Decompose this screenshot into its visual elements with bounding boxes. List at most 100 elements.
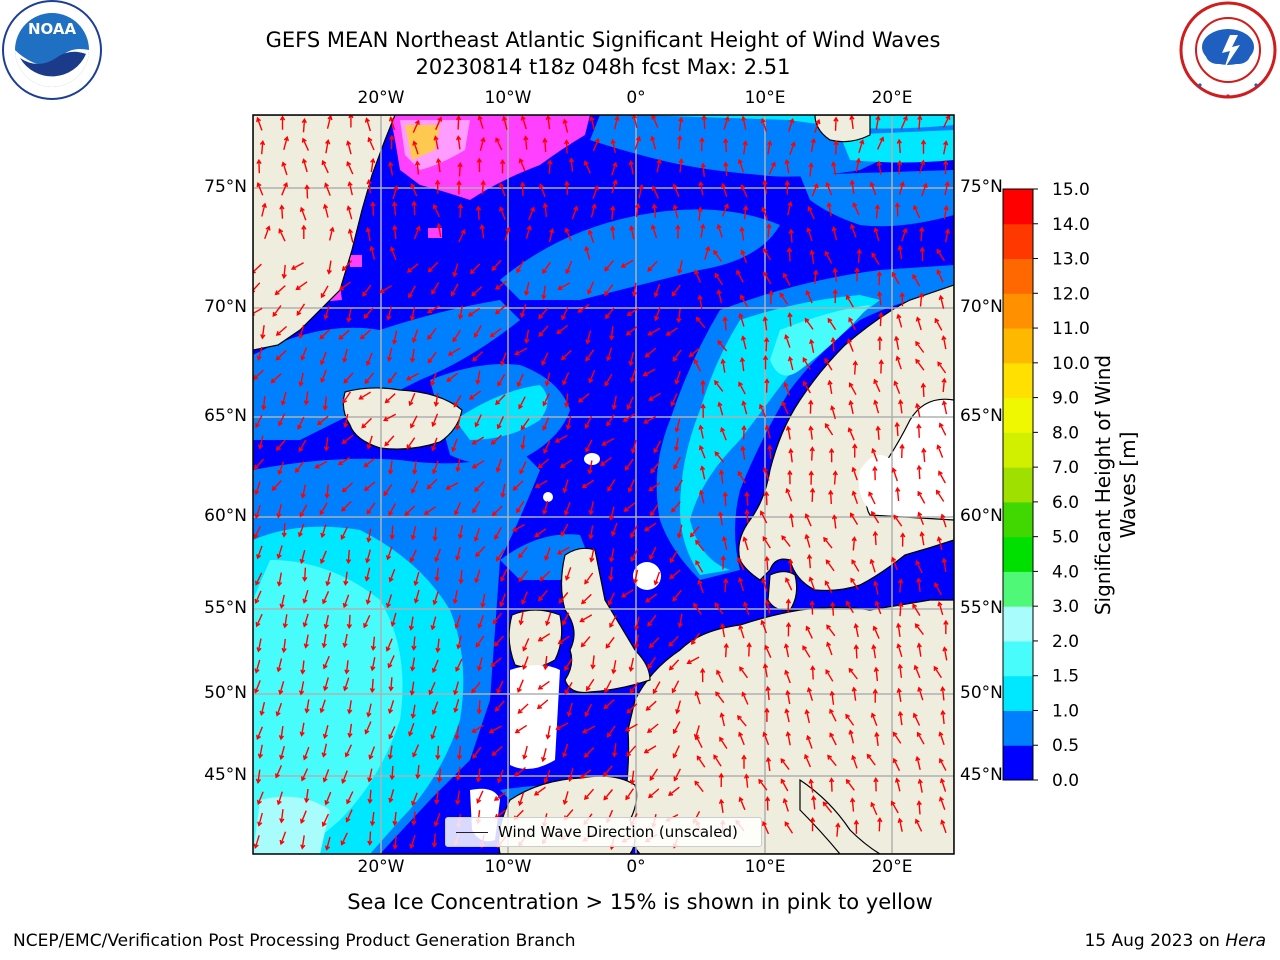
- wave-direction-arrow: [384, 393, 396, 404]
- colorbar-bin: [1003, 397, 1033, 433]
- wave-direction-arrow: [517, 703, 529, 714]
- wave-direction-arrow: [647, 614, 657, 627]
- wave-direction-arrow: [257, 812, 263, 827]
- wave-direction-arrow: [912, 712, 921, 726]
- wave-direction-arrow: [784, 669, 791, 684]
- wave-direction-arrow: [560, 523, 569, 537]
- wave-direction-arrow: [698, 424, 704, 439]
- wave-direction-arrow: [493, 635, 505, 647]
- wave-direction-arrow: [409, 348, 416, 364]
- wave-direction-arrow: [257, 744, 264, 759]
- wave-direction-arrow: [600, 456, 612, 466]
- wave-direction-arrow: [938, 422, 947, 436]
- wave-direction-arrow: [629, 368, 636, 383]
- wave-direction-arrow: [499, 206, 506, 220]
- wave-direction-arrow: [782, 797, 789, 812]
- wave-direction-arrow: [606, 347, 613, 362]
- wave-direction-arrow: [673, 768, 682, 782]
- wave-direction-arrow: [894, 335, 900, 350]
- wave-direction-arrow: [392, 224, 398, 240]
- wave-direction-arrow: [653, 283, 661, 298]
- wave-direction-arrow: [779, 292, 788, 305]
- wave-direction-arrow: [738, 796, 746, 811]
- wave-direction-arrow: [741, 691, 749, 705]
- wave-direction-arrow: [809, 600, 815, 615]
- wave-direction-arrow: [921, 182, 928, 197]
- wave-direction-arrow: [301, 158, 308, 173]
- wave-direction-arrow: [520, 115, 527, 130]
- wave-direction-arrow: [297, 523, 305, 538]
- wave-direction-arrow: [638, 184, 644, 199]
- wave-direction-arrow: [409, 306, 416, 322]
- wave-direction-arrow: [346, 614, 353, 630]
- wave-direction-arrow: [672, 204, 679, 219]
- colorbar-bin: [1003, 293, 1033, 329]
- wave-direction-arrow: [611, 395, 617, 410]
- wave-direction-arrow: [256, 116, 263, 131]
- wave-direction-arrow: [851, 754, 858, 769]
- colorbar-bin: [1003, 432, 1033, 468]
- wave-direction-arrow: [323, 677, 329, 692]
- wave-direction-arrow: [281, 638, 287, 654]
- wave-direction-arrow: [324, 182, 331, 196]
- wave-direction-arrow: [347, 181, 353, 196]
- wave-direction-arrow: [545, 612, 552, 627]
- wave-direction-arrow: [676, 524, 683, 539]
- sea-ice-region: [315, 115, 590, 302]
- colorbar-bin: [1003, 258, 1033, 294]
- wave-direction-arrow: [629, 225, 635, 240]
- wave-direction-arrow: [802, 357, 811, 370]
- wave-direction-arrow: [809, 487, 816, 502]
- wave-direction-arrow: [873, 580, 879, 595]
- wave-direction-arrow: [388, 503, 396, 517]
- wave-direction-arrow: [940, 819, 947, 834]
- wave-direction-arrow: [495, 137, 503, 151]
- wave-direction-arrow: [347, 228, 354, 243]
- wave-direction-arrow: [740, 445, 746, 460]
- wave-direction-arrow: [647, 327, 661, 336]
- wave-direction-arrow: [275, 702, 283, 717]
- wave-direction-arrow: [723, 137, 729, 153]
- wave-direction-arrow: [392, 835, 398, 850]
- wave-direction-arrow: [385, 594, 393, 609]
- colorbar-bin: [1003, 571, 1033, 607]
- wave-direction-arrow: [495, 458, 502, 473]
- wave-direction-arrow: [386, 306, 392, 321]
- wave-direction-arrow: [295, 281, 308, 291]
- wave-direction-arrow: [722, 491, 728, 506]
- wave-direction-arrow: [808, 576, 816, 591]
- wave-direction-arrow: [830, 336, 836, 352]
- wave-direction-arrow: [720, 555, 726, 570]
- wave-direction-arrow: [721, 182, 728, 197]
- wave-direction-arrow: [363, 615, 371, 629]
- wave-direction-arrow: [316, 415, 329, 426]
- colorbar-tick-label: 15.0: [1052, 180, 1090, 200]
- wave-direction-arrow: [811, 182, 819, 197]
- wave-direction-arrow: [587, 229, 595, 244]
- wave-direction-arrow: [589, 115, 595, 130]
- wave-direction-arrow: [765, 685, 771, 701]
- chart-title: GEFS MEAN Northeast Atlantic Significant…: [265, 28, 941, 52]
- wave-direction-arrow: [607, 592, 615, 606]
- colorbar-bin: [1003, 467, 1033, 503]
- wave-direction-arrow: [941, 377, 947, 393]
- wave-direction-arrow: [941, 400, 948, 415]
- wave-direction-arrow: [808, 399, 814, 414]
- wave-direction-arrow: [848, 316, 856, 331]
- wave-direction-arrow: [650, 135, 657, 150]
- wave-direction-arrow: [851, 686, 857, 701]
- wave-direction-arrow: [338, 281, 351, 291]
- wave-direction-arrow: [319, 699, 326, 714]
- wave-direction-arrow: [390, 612, 397, 627]
- wave-direction-arrow: [916, 423, 922, 438]
- wave-direction-arrow: [629, 681, 639, 694]
- wave-direction-arrow: [341, 434, 354, 445]
- wave-direction-arrow: [471, 460, 485, 469]
- tick-right-65n: 65°N: [960, 406, 1003, 426]
- wave-direction-arrow: [431, 282, 440, 295]
- wave-direction-arrow: [610, 138, 616, 153]
- wave-direction-arrow: [410, 657, 416, 672]
- wave-direction-arrow: [894, 421, 900, 437]
- wave-direction-arrow: [604, 307, 615, 320]
- noaa-logo: NOAA: [2, 0, 102, 100]
